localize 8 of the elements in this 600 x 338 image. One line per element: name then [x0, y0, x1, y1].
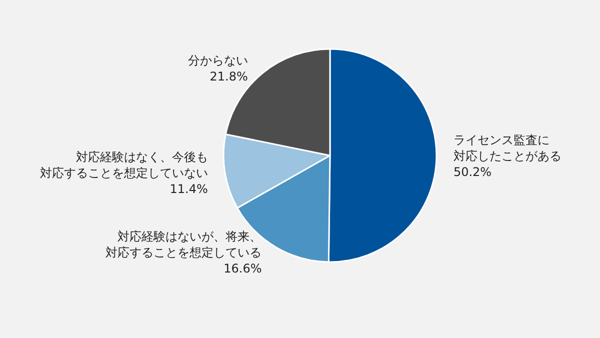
slice-label: 対応経験はないが、将来、対応することを想定している: [106, 229, 262, 260]
data-label: 16.6%: [224, 261, 262, 276]
data-label: 50.2%: [453, 165, 492, 180]
slice-label: 対応経験はなく、今後も対応することを想定していない: [40, 150, 208, 180]
slice-label: ライセンス監査に対応したことがある: [453, 133, 562, 164]
slice-label: 分からない: [188, 53, 248, 68]
data-label: 21.8%: [210, 69, 248, 84]
data-label: 11.4%: [170, 182, 208, 196]
